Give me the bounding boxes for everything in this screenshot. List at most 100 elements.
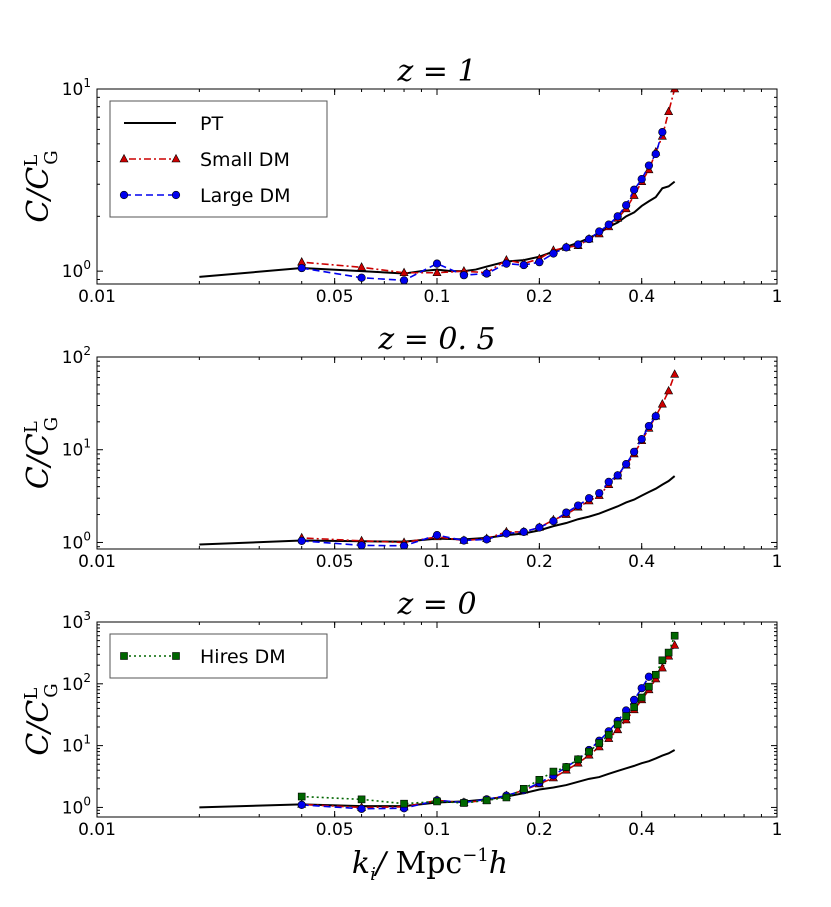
data-point — [595, 739, 604, 747]
y-tick-label: 101 — [62, 733, 91, 757]
data-point — [535, 775, 544, 784]
y-tick-label: 100 — [62, 794, 91, 818]
x-tick-label: 0.2 — [526, 820, 553, 840]
legend-label: Small DM — [200, 149, 290, 171]
data-point — [651, 412, 660, 421]
y-tick-label: 100 — [62, 258, 91, 282]
data-point — [502, 259, 511, 268]
data-point — [432, 531, 442, 540]
data-point — [613, 720, 622, 729]
legend-marker — [119, 190, 129, 200]
legend-label: PT — [200, 113, 223, 135]
data-point — [502, 793, 511, 802]
data-point — [482, 269, 491, 278]
data-point — [630, 185, 639, 194]
x-tick-label: 0.4 — [628, 552, 655, 572]
data-point — [622, 712, 630, 720]
data-point — [297, 792, 306, 801]
data-point — [664, 385, 674, 395]
data-point — [585, 747, 593, 756]
y-tick-label: 102 — [62, 671, 91, 695]
y-tick-label: 101 — [62, 437, 91, 461]
y-axis-label: C/CLG — [21, 150, 62, 222]
panel-2: z = 0. 5 0.01 0.05 0.1 0.2 0.4 1 100 101 102 C/CLG — [21, 322, 782, 572]
y-tick-label: 103 — [62, 609, 91, 633]
x-tick-label: 1 — [772, 820, 783, 840]
data-point — [604, 220, 613, 229]
data-point — [519, 785, 528, 793]
data-point — [670, 631, 679, 640]
legend-marker — [171, 190, 181, 200]
data-point — [604, 730, 613, 739]
data-point — [562, 243, 571, 252]
x-tick-label: 0.2 — [526, 552, 553, 572]
data-point — [595, 489, 604, 498]
x-tick-label: 0.2 — [526, 287, 553, 307]
data-point — [297, 800, 306, 809]
y-axis-label: C/CLG — [21, 417, 62, 489]
y-tick-label: 101 — [62, 76, 91, 100]
data-point — [399, 267, 409, 277]
y-tick-label: 102 — [62, 344, 91, 368]
data-point — [357, 541, 366, 549]
data-point — [573, 240, 583, 249]
data-point — [549, 249, 558, 258]
data-point — [637, 435, 646, 444]
x-tick-label: 0.1 — [423, 552, 450, 572]
data-point — [357, 795, 366, 804]
data-point — [630, 703, 638, 711]
data-point — [595, 227, 604, 236]
data-point — [482, 796, 491, 805]
data-point — [549, 767, 558, 776]
data-point — [297, 263, 306, 273]
data-point — [651, 149, 660, 159]
panel-title: z = 1 — [396, 54, 476, 89]
data-point — [670, 89, 680, 93]
data-point — [613, 212, 622, 221]
x-tick-label: 0.1 — [423, 287, 450, 307]
plot-frame — [96, 356, 778, 550]
series-group — [199, 369, 680, 549]
plot-frame — [96, 88, 778, 285]
x-tick-label: 0.4 — [628, 287, 655, 307]
x-tick-label: 0.4 — [628, 820, 655, 840]
data-point — [519, 260, 528, 270]
x-tick-label: 0.1 — [423, 820, 450, 840]
data-point — [637, 684, 646, 693]
plot-frame — [96, 621, 778, 818]
series-line-large-dm — [301, 131, 664, 282]
data-point — [645, 682, 653, 691]
data-point — [658, 656, 667, 665]
data-point — [357, 262, 367, 271]
data-point — [297, 536, 306, 545]
series-group — [199, 631, 680, 813]
data-point — [637, 693, 646, 702]
data-point — [644, 421, 654, 431]
data-point — [357, 804, 366, 813]
series-line-small-dm — [301, 374, 676, 544]
y-axis-label: C/CLG — [21, 683, 62, 755]
x-tick-label: 0.05 — [316, 820, 354, 840]
data-point — [658, 127, 667, 137]
data-point — [502, 529, 511, 538]
y-tick-label: 100 — [62, 529, 91, 553]
data-point — [630, 447, 639, 456]
data-point — [613, 724, 623, 734]
data-point — [574, 755, 582, 764]
panel-title: z = 0. 5 — [377, 322, 495, 357]
legend-box — [109, 633, 328, 679]
x-tick-label: 0.01 — [78, 287, 116, 307]
series-line-large-dm — [301, 415, 657, 547]
x-tick-label: 0.05 — [316, 552, 354, 572]
data-point — [562, 763, 571, 771]
data-point — [399, 541, 409, 549]
legend-marker — [171, 153, 181, 163]
data-point — [584, 494, 594, 503]
x-tick-label: 0.05 — [316, 287, 354, 307]
x-tick-label: 1 — [772, 552, 783, 572]
data-point — [670, 640, 680, 649]
legend-marker — [119, 153, 129, 163]
data-point — [460, 799, 468, 807]
x-axis-label: ki/ Mpc−1h — [352, 845, 508, 885]
